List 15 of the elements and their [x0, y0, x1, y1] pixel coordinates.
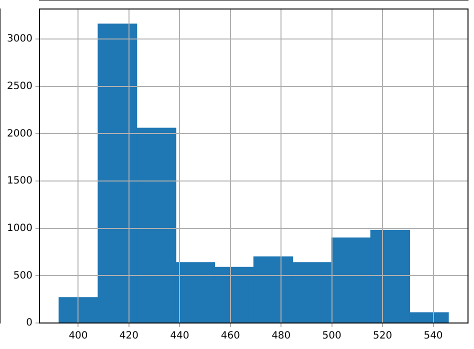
x-tick-label: 520 — [372, 330, 392, 342]
y-tick-label: 2500 — [6, 81, 32, 92]
x-tick-label: 540 — [424, 330, 443, 342]
x-tick-label: 420 — [119, 330, 139, 342]
y-tick-label: 1000 — [6, 222, 32, 234]
x-tick-label: 460 — [220, 330, 240, 342]
x-tick-label: 500 — [322, 330, 342, 342]
y-tick-label: 1500 — [6, 176, 32, 187]
y-tick-label: 3000 — [6, 34, 32, 45]
x-tick-label: 440 — [170, 330, 190, 342]
x-tick-label: 480 — [272, 330, 291, 342]
y-tick-label: 500 — [13, 270, 32, 282]
y-tick-label: 2000 — [6, 128, 32, 140]
x-tick-label: 400 — [68, 330, 88, 342]
y-tick-label: 0 — [26, 318, 32, 329]
